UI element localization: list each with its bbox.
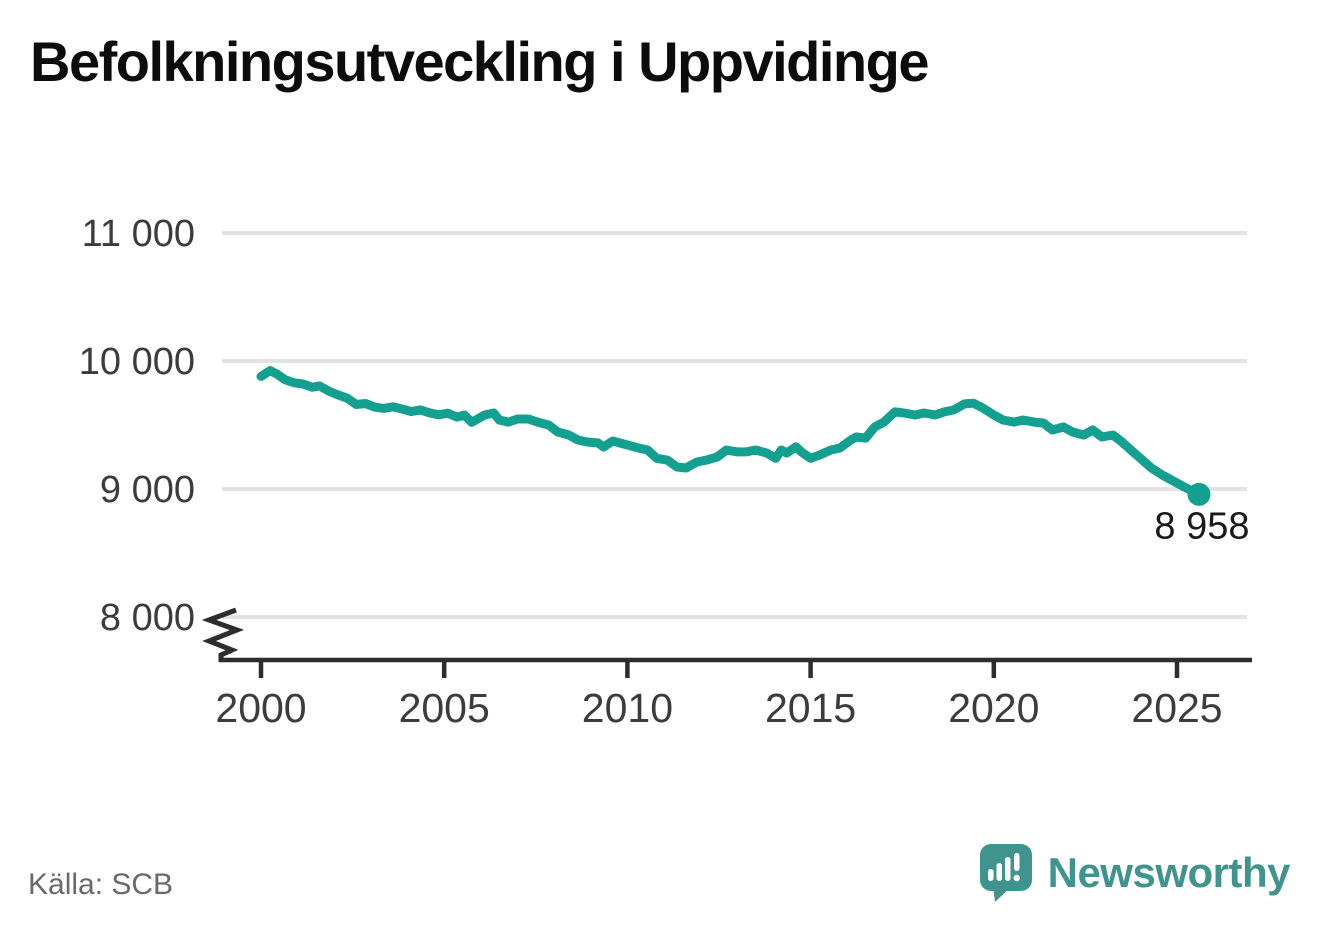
axis-break-icon	[201, 607, 245, 662]
end-value-label: 8 958	[1154, 505, 1249, 547]
source-label: Källa: SCB	[28, 868, 174, 901]
population-line	[256, 366, 1204, 499]
x-tick-label: 2025	[1131, 685, 1222, 731]
x-tick-label: 2000	[215, 685, 306, 731]
x-tick-label: 2015	[765, 685, 856, 731]
x-tick-label: 2020	[948, 685, 1039, 731]
x-tick-label: 2005	[399, 685, 490, 731]
x-tick-label: 2010	[582, 685, 673, 731]
page-title: Befolkningsutveckling i Uppvidinge	[30, 30, 930, 93]
newsworthy-logo[interactable]: Newsworthy	[978, 842, 1291, 904]
y-tick-label: 10 000	[79, 341, 195, 383]
y-tick-label: 11 000	[82, 213, 195, 255]
y-tick-label: 8 000	[100, 597, 195, 639]
newsworthy-logo-text: Newsworthy	[1047, 849, 1291, 896]
newsworthy-logo-icon	[978, 842, 1034, 904]
y-tick-label: 9 000	[100, 469, 195, 511]
end-point-marker	[1187, 482, 1211, 506]
